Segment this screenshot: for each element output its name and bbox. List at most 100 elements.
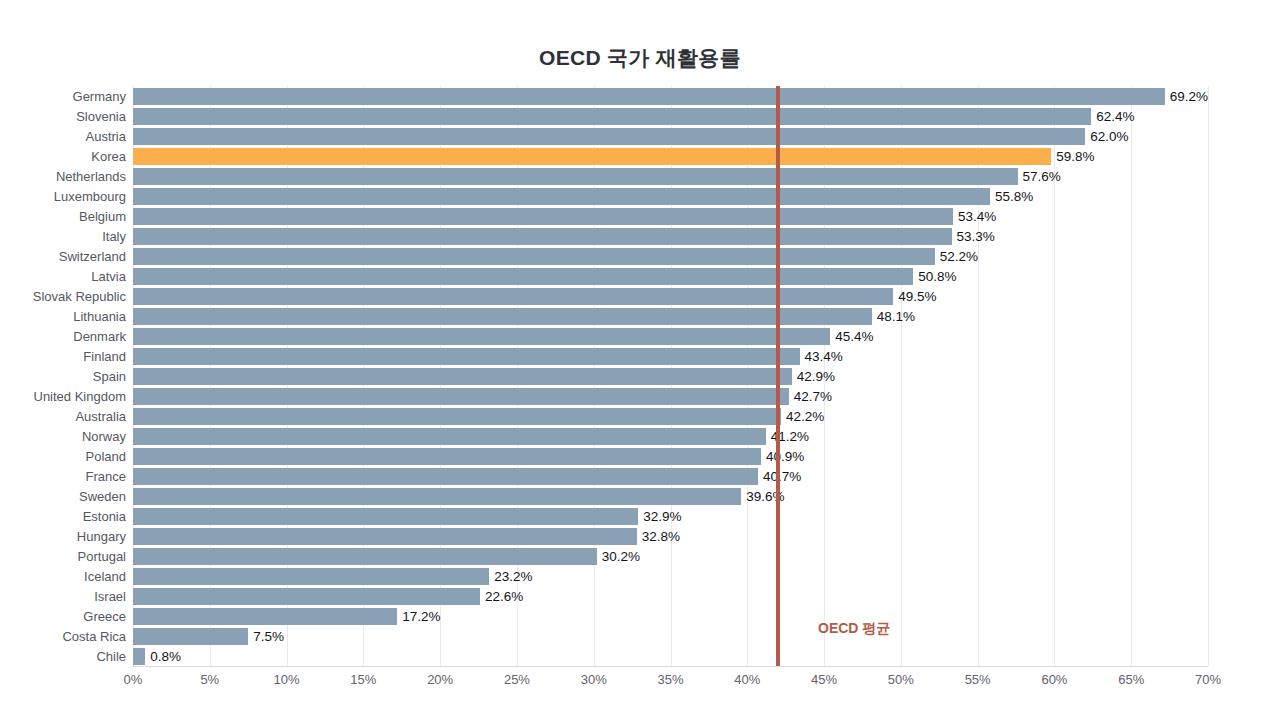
- country-label: Slovak Republic: [0, 289, 133, 304]
- value-label: 69.2%: [1170, 89, 1208, 104]
- bar-track: 23.2%: [133, 568, 1208, 585]
- country-label: Iceland: [0, 569, 133, 584]
- bar-track: 42.2%: [133, 408, 1208, 425]
- bar-track: 0.8%: [133, 648, 1208, 665]
- x-axis-line: [133, 666, 1208, 667]
- bar-track: 40.7%: [133, 468, 1208, 485]
- country-label: Australia: [0, 409, 133, 424]
- bar-row: Estonia32.9%: [0, 506, 1280, 526]
- bar-track: 55.8%: [133, 188, 1208, 205]
- bar: [133, 568, 489, 585]
- country-label: Norway: [0, 429, 133, 444]
- x-tick-label: 35%: [657, 672, 683, 687]
- value-label: 42.9%: [797, 369, 835, 384]
- country-label: Luxembourg: [0, 189, 133, 204]
- bar-row: United Kingdom42.7%: [0, 386, 1280, 406]
- country-label: Portugal: [0, 549, 133, 564]
- bar: [133, 208, 953, 225]
- oecd-average-line: [776, 86, 780, 666]
- x-tick-label: 25%: [504, 672, 530, 687]
- x-tick-label: 50%: [888, 672, 914, 687]
- bar-row: Latvia50.8%: [0, 266, 1280, 286]
- value-label: 53.3%: [957, 229, 995, 244]
- bar: [133, 608, 397, 625]
- bar-row: Germany 69.2%: [0, 86, 1280, 106]
- value-label: 53.4%: [958, 209, 996, 224]
- bar-track: 48.1%: [133, 308, 1208, 325]
- country-label: Belgium: [0, 209, 133, 224]
- x-tick-label: 30%: [581, 672, 607, 687]
- bar-row: Iceland23.2%: [0, 566, 1280, 586]
- bar: [133, 588, 480, 605]
- country-label: Israel: [0, 589, 133, 604]
- value-label: 59.8%: [1056, 149, 1094, 164]
- bar-row: Netherlands57.6%: [0, 166, 1280, 186]
- bar-track: 45.4%: [133, 328, 1208, 345]
- bar-track: 53.3%: [133, 228, 1208, 245]
- recycling-rate-chart: OECD 국가 재활용률 Germany69.2%Slovenia62.4%Au…: [0, 0, 1280, 720]
- bar: [133, 328, 830, 345]
- bar-track: 30.2%: [133, 548, 1208, 565]
- bar: [133, 448, 761, 465]
- bar-row: Switzerland 52.2%: [0, 246, 1280, 266]
- x-tick-label: 45%: [811, 672, 837, 687]
- bar-track: 52.2%: [133, 248, 1208, 265]
- country-label: Finland: [0, 349, 133, 364]
- bar-track: 41.2%: [133, 428, 1208, 445]
- x-tick-label: 55%: [965, 672, 991, 687]
- value-label: 49.5%: [898, 289, 936, 304]
- x-tick-label: 70%: [1195, 672, 1221, 687]
- chart-title: OECD 국가 재활용률: [0, 44, 1280, 72]
- value-label: 40.9%: [766, 449, 804, 464]
- country-label: Switzerland: [0, 249, 133, 264]
- value-label: 62.0%: [1090, 129, 1128, 144]
- bar: [133, 228, 952, 245]
- bar-track: 32.8%: [133, 528, 1208, 545]
- country-label: Germany: [0, 89, 133, 104]
- bar: [133, 388, 789, 405]
- country-label: Latvia: [0, 269, 133, 284]
- value-label: 30.2%: [602, 549, 640, 564]
- bar: [133, 628, 248, 645]
- bar-row: Sweden39.6%: [0, 486, 1280, 506]
- bar-row: Belgium 53.4%: [0, 206, 1280, 226]
- bar-track: 39.6%: [133, 488, 1208, 505]
- x-tick-label: 0%: [124, 672, 143, 687]
- bar: [133, 648, 145, 665]
- bar-rows: Germany69.2%Slovenia62.4%Austria62.0%Kor…: [0, 86, 1280, 666]
- x-tick-label: 65%: [1118, 672, 1144, 687]
- bar-row: Costa Rica7.5%: [0, 626, 1280, 646]
- x-tick-label: 5%: [200, 672, 219, 687]
- bar-track: 57.6%: [133, 168, 1208, 185]
- bar: [133, 508, 638, 525]
- bar-track: 17.2%: [133, 608, 1208, 625]
- country-label: Italy: [0, 229, 133, 244]
- bar-track: 22.6%: [133, 588, 1208, 605]
- bar-row: Chile0.8%: [0, 646, 1280, 666]
- bar-track: 49.5%: [133, 288, 1208, 305]
- bar: [133, 168, 1018, 185]
- bar: [133, 548, 597, 565]
- value-label: 52.2%: [940, 249, 978, 264]
- bar: [133, 88, 1165, 105]
- country-label: Korea: [0, 149, 133, 164]
- bar-row: Luxembourg55.8%: [0, 186, 1280, 206]
- bar-row: Hungary32.8%: [0, 526, 1280, 546]
- bar: [133, 488, 741, 505]
- bar-row: Norway41.2%: [0, 426, 1280, 446]
- value-label: 45.4%: [835, 329, 873, 344]
- country-label: Lithuania: [0, 309, 133, 324]
- value-label: 22.6%: [485, 589, 523, 604]
- bar-track: 42.9%: [133, 368, 1208, 385]
- bar: [133, 268, 913, 285]
- bar-row: Lithuania48.1%: [0, 306, 1280, 326]
- value-label: 7.5%: [253, 629, 284, 644]
- x-tick-label: 20%: [427, 672, 453, 687]
- bar-row: Israel 22.6%: [0, 586, 1280, 606]
- bar-row: Australia42.2%: [0, 406, 1280, 426]
- bar-row: Korea 59.8%: [0, 146, 1280, 166]
- bar-track: 62.4%: [133, 108, 1208, 125]
- bar: [133, 408, 781, 425]
- bar-row: Spain42.9%: [0, 366, 1280, 386]
- country-label: Chile: [0, 649, 133, 664]
